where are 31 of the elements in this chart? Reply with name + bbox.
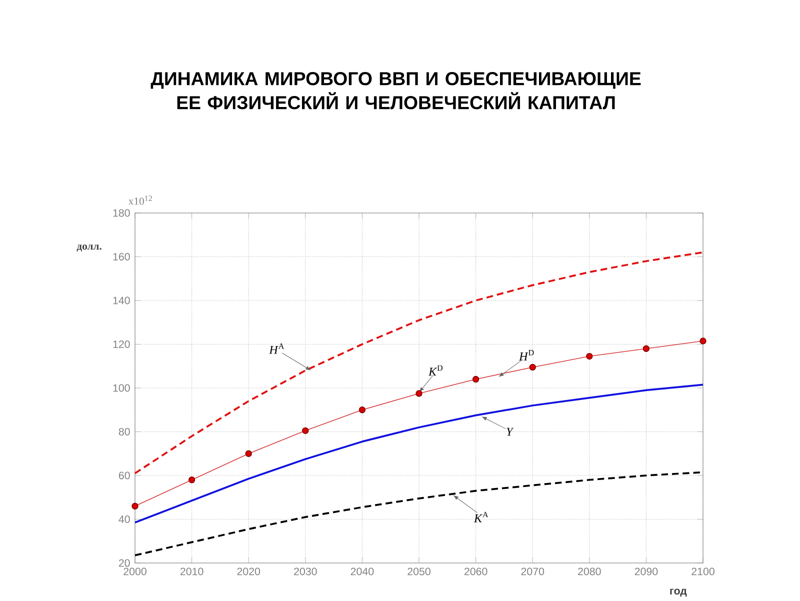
x-tick-label: 2030 [294, 568, 317, 576]
annotation: H$^{A}$ [269, 343, 284, 354]
y-tick-label: 100 [113, 384, 130, 392]
y-tick-label: 180 [113, 209, 130, 217]
line-series [134, 251, 704, 474]
chart-title: ДИНАМИКА МИРОВОГО ВВП И ОБЕСПЕЧИВАЮЩИЕ ЕЕ ФИЗИЧЕСКИЙ И ЧЕЛОВЕЧЕСКИЙ КАПИТАЛ [150, 72, 641, 110]
x-tick-label: 2100 [692, 568, 714, 576]
y-tick-label: 140 [113, 296, 130, 304]
annotation: Y [506, 428, 514, 436]
x-tick-label: 2040 [350, 568, 374, 576]
y-tick-label: 160 [113, 252, 130, 261]
x-tick-label: 2000 [124, 568, 146, 576]
x-tick-label: 2080 [578, 568, 601, 576]
x-tick-label: 2010 [180, 568, 204, 576]
x-tick-label: 2070 [521, 568, 544, 576]
annotation: H$^{D}$ [518, 350, 534, 360]
text: x10$^{12}$ [128, 196, 152, 205]
annotation: K$^{A}$ [474, 512, 488, 522]
annotation: K$^{D}$ [428, 365, 443, 376]
line-series [134, 384, 704, 524]
y-tick-label: 120 [113, 340, 130, 348]
x-tick-label: 2020 [237, 568, 260, 576]
x-axis-title: год [670, 588, 687, 597]
x-tick-label: 2060 [464, 568, 488, 576]
y-axis-title: долл. [76, 244, 102, 252]
x-tick-label: 2090 [634, 568, 658, 576]
y-tick-label: 80 [118, 428, 130, 436]
x-tick-label: 2050 [408, 568, 430, 576]
y-tick-label: 20 [118, 559, 130, 567]
y-tick-label: 40 [118, 515, 130, 524]
y-tick-label: 60 [118, 472, 130, 480]
